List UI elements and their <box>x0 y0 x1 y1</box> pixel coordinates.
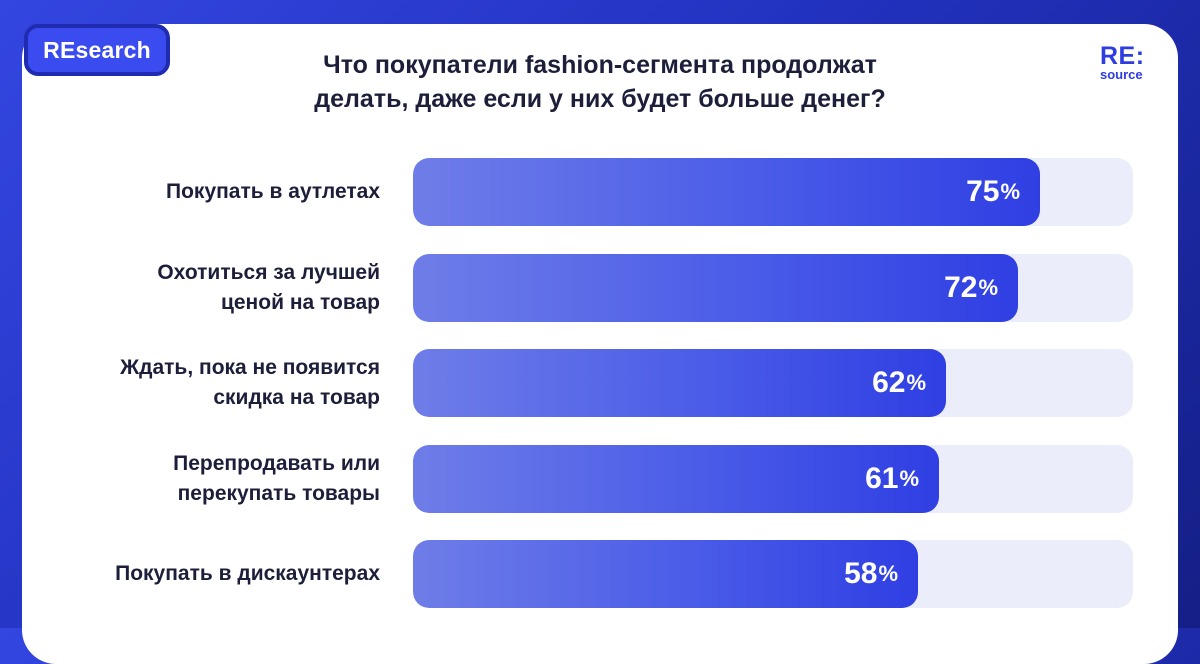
category-label-line: Перепродавать или <box>173 451 380 475</box>
category-label-line: Покупать в дискаунтерах <box>115 562 380 585</box>
bar-value-label: 72% <box>944 254 998 322</box>
category-label-line: ценой на товар <box>220 290 380 314</box>
research-tag-label: REsearch <box>43 36 151 63</box>
resource-logo: RE: source <box>1100 44 1145 82</box>
chart-title: Что покупатели fashion-сегмента продолжа… <box>240 48 960 116</box>
bar-value-number: 75 <box>966 175 1000 208</box>
bar-value-number: 61 <box>865 461 899 495</box>
category-label-line: скидка на товар <box>213 386 380 409</box>
bar-value-suffix: % <box>878 561 898 586</box>
bar-value-number: 58 <box>844 557 878 590</box>
research-tag: REsearch <box>24 24 170 76</box>
logo-top-text: RE: <box>1100 42 1145 70</box>
category-label: Покупать в аутлетах <box>20 177 380 207</box>
bar-value-label: 58% <box>844 540 898 608</box>
logo-bottom-text: source <box>1100 67 1143 82</box>
bar <box>413 349 946 417</box>
chart-title-line-1: Что покупатели fashion-сегмента продолжа… <box>323 51 877 79</box>
category-label: Перепродавать или перекупать товары <box>20 449 380 509</box>
bar <box>413 253 1018 322</box>
bar-value-label: 62% <box>872 349 926 417</box>
category-label: Покупать в дискаунтерах <box>20 559 380 589</box>
chart-title-line-2: делать, даже если у них будет больше ден… <box>314 85 886 113</box>
bar-value-number: 72 <box>944 270 978 304</box>
bar-track: 72% <box>413 253 1133 322</box>
bar-value-number: 62 <box>872 366 906 399</box>
category-label-line: Охотиться за лучшей <box>157 260 380 284</box>
bar-value-suffix: % <box>906 370 926 395</box>
bar <box>413 444 939 513</box>
bar-value-label: 61% <box>865 445 919 513</box>
bar-value-suffix: % <box>978 274 998 300</box>
bar <box>413 540 918 608</box>
category-label: Охотиться за лучшей ценой на товар <box>20 258 380 318</box>
bar-track: 58% <box>413 540 1133 608</box>
category-label-line: перекупать товары <box>177 481 380 505</box>
category-label-line: Покупать в аутлетах <box>166 180 380 203</box>
bar-track: 61% <box>413 444 1133 513</box>
bar-value-suffix: % <box>899 465 919 491</box>
bar-track: 62% <box>413 349 1133 417</box>
bar-value-suffix: % <box>1000 179 1020 204</box>
bar-track: 75% <box>413 158 1133 226</box>
bar <box>413 158 1040 226</box>
bar-value-label: 75% <box>966 158 1020 226</box>
category-label: Ждать, пока не появится скидка на товар <box>20 353 380 413</box>
category-label-line: Ждать, пока не появится <box>120 356 380 379</box>
